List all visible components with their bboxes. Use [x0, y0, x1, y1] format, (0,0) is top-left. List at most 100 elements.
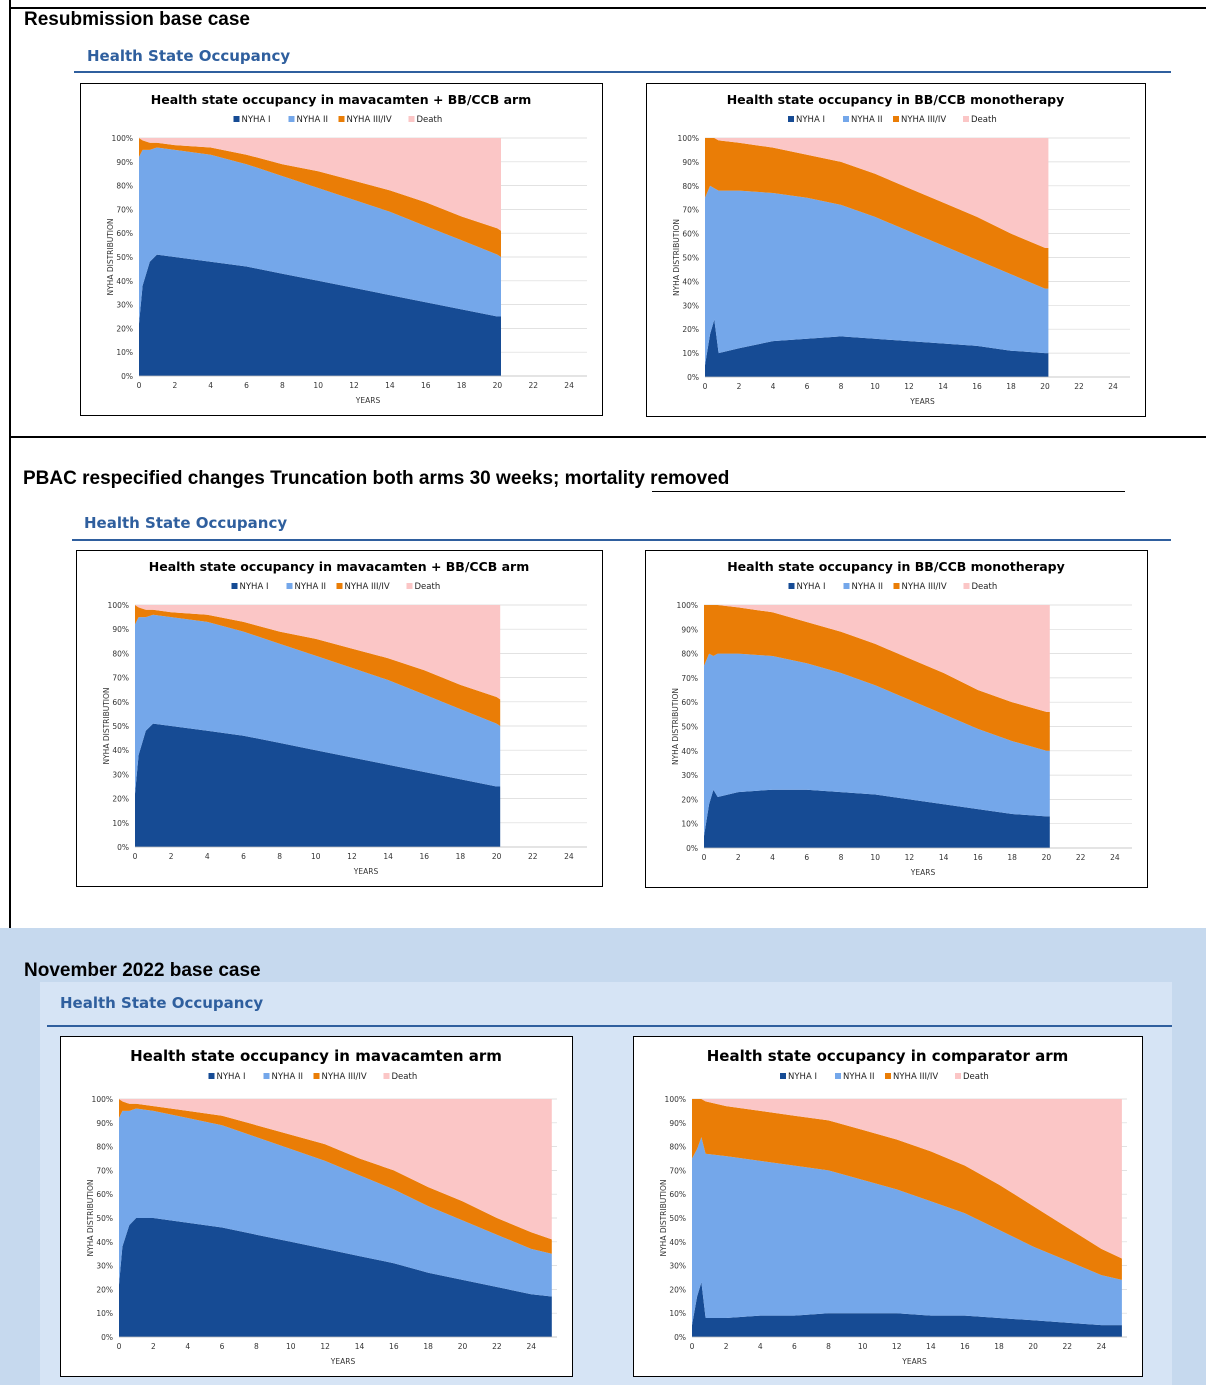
x-tick-label: 10 [858, 1342, 868, 1351]
y-tick-label: 90% [681, 625, 698, 634]
y-tick-label: 60% [669, 1190, 686, 1199]
legend-label: Death [392, 1072, 418, 1082]
x-tick-label: 2 [172, 381, 177, 390]
chart-title: Health state occupancy in BB/CCB monothe… [727, 559, 1065, 574]
x-tick-label: 2 [737, 382, 742, 391]
y-axis-label: NYHA DISTRIBUTION [672, 219, 681, 296]
x-tick-label: 18 [456, 852, 466, 861]
y-axis-label: NYHA DISTRIBUTION [102, 687, 111, 764]
x-tick-label: 18 [457, 381, 467, 390]
stacked-area-chart: Health state occupancy in BB/CCB monothe… [671, 559, 1132, 877]
area-nyha-iii-iv [692, 1099, 1122, 1280]
legend-item-nyha-i: NYHA I [231, 582, 269, 592]
x-tick-label: 10 [870, 382, 880, 391]
y-tick-label: 100% [92, 1095, 113, 1104]
legend-swatch [955, 1073, 961, 1079]
legend-item-death: Death [408, 115, 442, 125]
x-tick-label: 10 [286, 1342, 296, 1351]
y-tick-label: 70% [96, 1166, 113, 1175]
legend-item-nyha-i: NYHA I [788, 582, 825, 592]
legend-item-nyha-i: NYHA I [780, 1072, 817, 1082]
legend-label: NYHA I [788, 1072, 817, 1082]
y-tick-label: 20% [669, 1285, 686, 1294]
y-tick-label: 70% [681, 674, 698, 683]
y-tick-label: 10% [112, 819, 129, 828]
y-tick-label: 90% [116, 158, 133, 167]
legend-label: NYHA II [295, 582, 326, 592]
area-nyha-iii-iv [704, 605, 1050, 751]
area-nyha-ii [692, 1137, 1122, 1326]
y-tick-label: 100% [677, 601, 698, 610]
y-tick-label: 10% [669, 1309, 686, 1318]
area-nyha-ii [705, 185, 1049, 366]
legend-swatch [336, 583, 343, 589]
y-tick-label: 40% [669, 1238, 686, 1247]
x-tick-label: 4 [771, 382, 776, 391]
y-tick-label: 40% [112, 746, 129, 755]
x-tick-label: 18 [994, 1342, 1004, 1351]
x-axis-label: YEARS [910, 868, 936, 877]
x-tick-label: 20 [1028, 1342, 1038, 1351]
y-tick-label: 60% [112, 698, 129, 707]
x-tick-label: 12 [347, 852, 357, 861]
legend-swatch [208, 1073, 215, 1079]
legend-swatch [780, 1073, 786, 1079]
chart-panel: Health state occupancy in BB/CCB monothe… [646, 83, 1146, 417]
area-nyha-i [705, 319, 1049, 377]
panel-rule [47, 1025, 1172, 1027]
chart-panel: Health state occupancy in mavacamten + B… [76, 550, 603, 887]
legend-label: NYHA II [852, 582, 883, 592]
legend-swatch [313, 1073, 320, 1079]
y-tick-label: 70% [116, 205, 133, 214]
y-tick-label: 0% [101, 1333, 113, 1342]
x-tick-label: 20 [493, 381, 503, 390]
x-tick-label: 14 [938, 382, 948, 391]
area-death [692, 1099, 1122, 1259]
y-tick-label: 60% [682, 230, 699, 239]
x-axis-label: YEARS [909, 397, 935, 406]
legend-swatch [843, 583, 850, 589]
x-tick-label: 14 [385, 381, 395, 390]
x-tick-label: 10 [870, 853, 880, 862]
y-tick-label: 30% [681, 771, 698, 780]
x-tick-label: 6 [220, 1342, 225, 1351]
x-tick-label: 8 [254, 1342, 259, 1351]
legend-label: NYHA III/IV [902, 582, 947, 592]
y-tick-label: 0% [121, 372, 133, 381]
y-tick-label: 50% [682, 254, 699, 263]
area-nyha-i [119, 1218, 552, 1337]
y-tick-label: 70% [669, 1166, 686, 1175]
x-tick-label: 20 [458, 1342, 468, 1351]
chart-panel: Health state occupancy in mavacamten arm… [60, 1036, 573, 1377]
legend-label: NYHA I [240, 582, 269, 592]
x-tick-label: 4 [185, 1342, 190, 1351]
x-tick-label: 2 [169, 852, 174, 861]
x-tick-label: 6 [792, 1342, 797, 1351]
x-tick-label: 20 [1042, 853, 1052, 862]
legend-swatch [843, 116, 849, 122]
x-tick-label: 8 [826, 1342, 831, 1351]
x-tick-label: 0 [690, 1342, 695, 1351]
legend-label: NYHA III/IV [347, 115, 392, 125]
x-axis-label: YEARS [901, 1357, 927, 1366]
x-tick-label: 16 [421, 381, 431, 390]
legend-item-nyha-ii: NYHA II [286, 582, 326, 592]
legend-label: NYHA II [272, 1072, 303, 1082]
y-tick-label: 100% [112, 134, 133, 143]
y-axis-label: NYHA DISTRIBUTION [106, 218, 115, 295]
legend-item-nyha-ii: NYHA II [843, 582, 883, 592]
x-axis-label: YEARS [355, 396, 381, 405]
legend-swatch [835, 1073, 841, 1079]
x-tick-label: 16 [960, 1342, 970, 1351]
y-tick-label: 10% [681, 820, 698, 829]
area-nyha-i [704, 789, 1050, 848]
area-death [139, 138, 501, 231]
y-tick-label: 50% [96, 1214, 113, 1223]
x-tick-label: 2 [736, 853, 741, 862]
legend-item-nyha-iii-iv: NYHA III/IV [336, 582, 390, 592]
x-tick-label: 10 [313, 381, 323, 390]
x-tick-label: 4 [770, 853, 775, 862]
x-tick-label: 0 [702, 853, 707, 862]
y-tick-label: 20% [112, 795, 129, 804]
legend-item-nyha-i: NYHA I [233, 115, 270, 125]
